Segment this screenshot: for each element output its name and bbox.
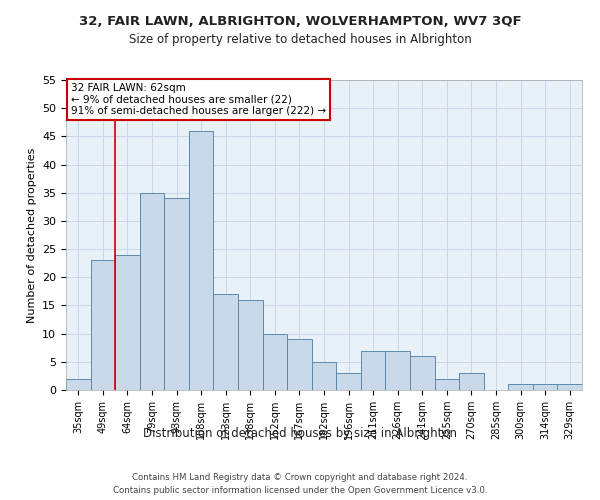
Text: Contains public sector information licensed under the Open Government Licence v3: Contains public sector information licen… bbox=[113, 486, 487, 495]
Bar bbox=[189, 130, 214, 390]
Bar bbox=[361, 350, 385, 390]
Text: 32 FAIR LAWN: 62sqm
← 9% of detached houses are smaller (22)
91% of semi-detache: 32 FAIR LAWN: 62sqm ← 9% of detached hou… bbox=[71, 83, 326, 116]
Bar bbox=[434, 378, 459, 390]
Y-axis label: Number of detached properties: Number of detached properties bbox=[26, 148, 37, 322]
Bar bbox=[508, 384, 533, 390]
Text: Size of property relative to detached houses in Albrighton: Size of property relative to detached ho… bbox=[128, 32, 472, 46]
Bar bbox=[410, 356, 434, 390]
Text: Distribution of detached houses by size in Albrighton: Distribution of detached houses by size … bbox=[143, 428, 457, 440]
Bar bbox=[459, 373, 484, 390]
Bar bbox=[263, 334, 287, 390]
Bar bbox=[115, 254, 140, 390]
Text: 32, FAIR LAWN, ALBRIGHTON, WOLVERHAMPTON, WV7 3QF: 32, FAIR LAWN, ALBRIGHTON, WOLVERHAMPTON… bbox=[79, 15, 521, 28]
Bar bbox=[66, 378, 91, 390]
Bar bbox=[533, 384, 557, 390]
Bar bbox=[312, 362, 336, 390]
Bar bbox=[238, 300, 263, 390]
Bar bbox=[164, 198, 189, 390]
Bar bbox=[91, 260, 115, 390]
Bar bbox=[287, 340, 312, 390]
Bar bbox=[385, 350, 410, 390]
Bar bbox=[557, 384, 582, 390]
Bar bbox=[140, 192, 164, 390]
Bar bbox=[336, 373, 361, 390]
Bar bbox=[214, 294, 238, 390]
Text: Contains HM Land Registry data © Crown copyright and database right 2024.: Contains HM Land Registry data © Crown c… bbox=[132, 472, 468, 482]
